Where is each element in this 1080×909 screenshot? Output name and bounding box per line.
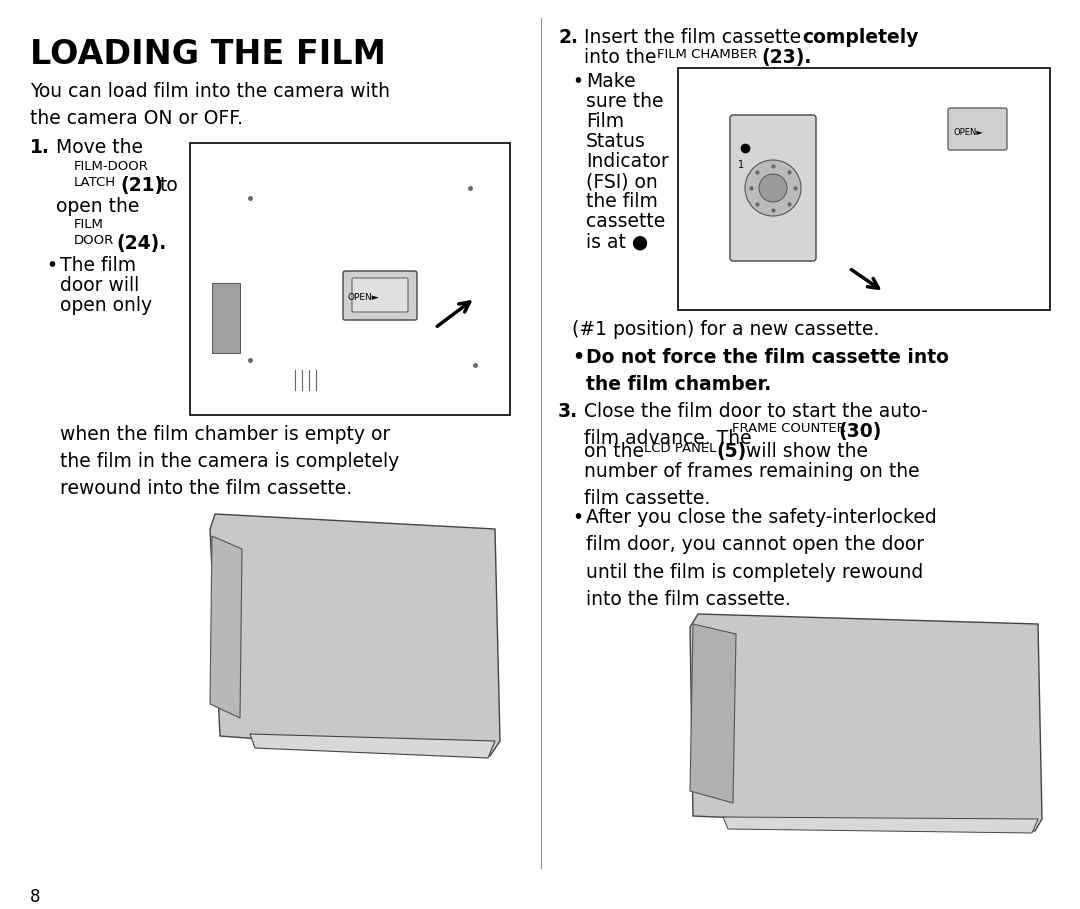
FancyBboxPatch shape bbox=[352, 278, 408, 312]
Text: OPEN►: OPEN► bbox=[953, 128, 983, 137]
Text: Indicator: Indicator bbox=[586, 152, 669, 171]
Text: FILM CHAMBER: FILM CHAMBER bbox=[657, 48, 757, 61]
FancyBboxPatch shape bbox=[212, 283, 240, 353]
Text: LATCH: LATCH bbox=[75, 176, 117, 189]
Text: FILM-DOOR: FILM-DOOR bbox=[75, 160, 149, 173]
Text: Close the film door to start the auto-
film advance. The: Close the film door to start the auto- f… bbox=[584, 402, 928, 448]
Text: •: • bbox=[572, 508, 583, 527]
Text: 2.: 2. bbox=[558, 28, 578, 47]
Text: (24).: (24). bbox=[116, 234, 166, 253]
Bar bbox=[190, 143, 510, 415]
Text: FRAME COUNTER: FRAME COUNTER bbox=[732, 422, 846, 435]
Text: cassette: cassette bbox=[586, 212, 665, 231]
Text: on the: on the bbox=[584, 442, 650, 461]
Text: 1: 1 bbox=[738, 160, 744, 170]
Text: The film: The film bbox=[60, 256, 136, 275]
Text: After you close the safety-interlocked
film door, you cannot open the door
until: After you close the safety-interlocked f… bbox=[586, 508, 936, 609]
FancyBboxPatch shape bbox=[730, 115, 816, 261]
Polygon shape bbox=[723, 817, 1038, 833]
Text: LOADING THE FILM: LOADING THE FILM bbox=[30, 38, 386, 71]
Text: (5): (5) bbox=[716, 442, 746, 461]
Text: Status: Status bbox=[586, 132, 646, 151]
Text: sure the: sure the bbox=[586, 92, 663, 111]
Text: open the: open the bbox=[56, 197, 139, 216]
Text: (30): (30) bbox=[838, 422, 881, 441]
Text: You can load film into the camera with
the camera ON or OFF.: You can load film into the camera with t… bbox=[30, 82, 390, 128]
Bar bbox=[678, 68, 1050, 310]
Text: (#1 position) for a new cassette.: (#1 position) for a new cassette. bbox=[572, 320, 879, 339]
Text: DOOR: DOOR bbox=[75, 234, 114, 247]
Text: number of frames remaining on the
film cassette.: number of frames remaining on the film c… bbox=[584, 462, 920, 508]
Text: (FSI) on: (FSI) on bbox=[586, 172, 658, 191]
Text: (21): (21) bbox=[120, 176, 163, 195]
Polygon shape bbox=[210, 536, 242, 718]
Text: Make: Make bbox=[586, 72, 636, 91]
Circle shape bbox=[759, 174, 787, 202]
FancyBboxPatch shape bbox=[948, 108, 1007, 150]
Text: into the: into the bbox=[584, 48, 662, 67]
Text: •: • bbox=[572, 72, 583, 91]
Text: Film: Film bbox=[586, 112, 624, 131]
Text: door will: door will bbox=[60, 276, 139, 295]
Text: OPEN►: OPEN► bbox=[347, 293, 379, 302]
Text: to: to bbox=[160, 176, 179, 195]
FancyBboxPatch shape bbox=[343, 271, 417, 320]
Text: FILM: FILM bbox=[75, 218, 104, 231]
Text: (23).: (23). bbox=[761, 48, 811, 67]
Polygon shape bbox=[249, 734, 495, 758]
Text: 3.: 3. bbox=[558, 402, 578, 421]
Text: will show the: will show the bbox=[746, 442, 868, 461]
Text: 8: 8 bbox=[30, 888, 41, 906]
Text: Move the: Move the bbox=[56, 138, 143, 157]
Text: completely: completely bbox=[802, 28, 918, 47]
Circle shape bbox=[745, 160, 801, 216]
Text: 1.: 1. bbox=[30, 138, 50, 157]
Polygon shape bbox=[690, 614, 1042, 831]
Text: •: • bbox=[46, 256, 57, 275]
Text: open only: open only bbox=[60, 296, 152, 315]
Text: the film: the film bbox=[586, 192, 658, 211]
Text: Do not force the film cassette into
the film chamber.: Do not force the film cassette into the … bbox=[586, 348, 949, 395]
Polygon shape bbox=[210, 514, 500, 756]
Text: Insert the film cassette: Insert the film cassette bbox=[584, 28, 807, 47]
Text: when the film chamber is empty or
the film in the camera is completely
rewound i: when the film chamber is empty or the fi… bbox=[60, 425, 400, 498]
Text: •: • bbox=[572, 348, 584, 367]
Polygon shape bbox=[690, 624, 735, 803]
Text: is at ●: is at ● bbox=[586, 232, 648, 251]
Text: LCD PANEL: LCD PANEL bbox=[644, 442, 716, 455]
